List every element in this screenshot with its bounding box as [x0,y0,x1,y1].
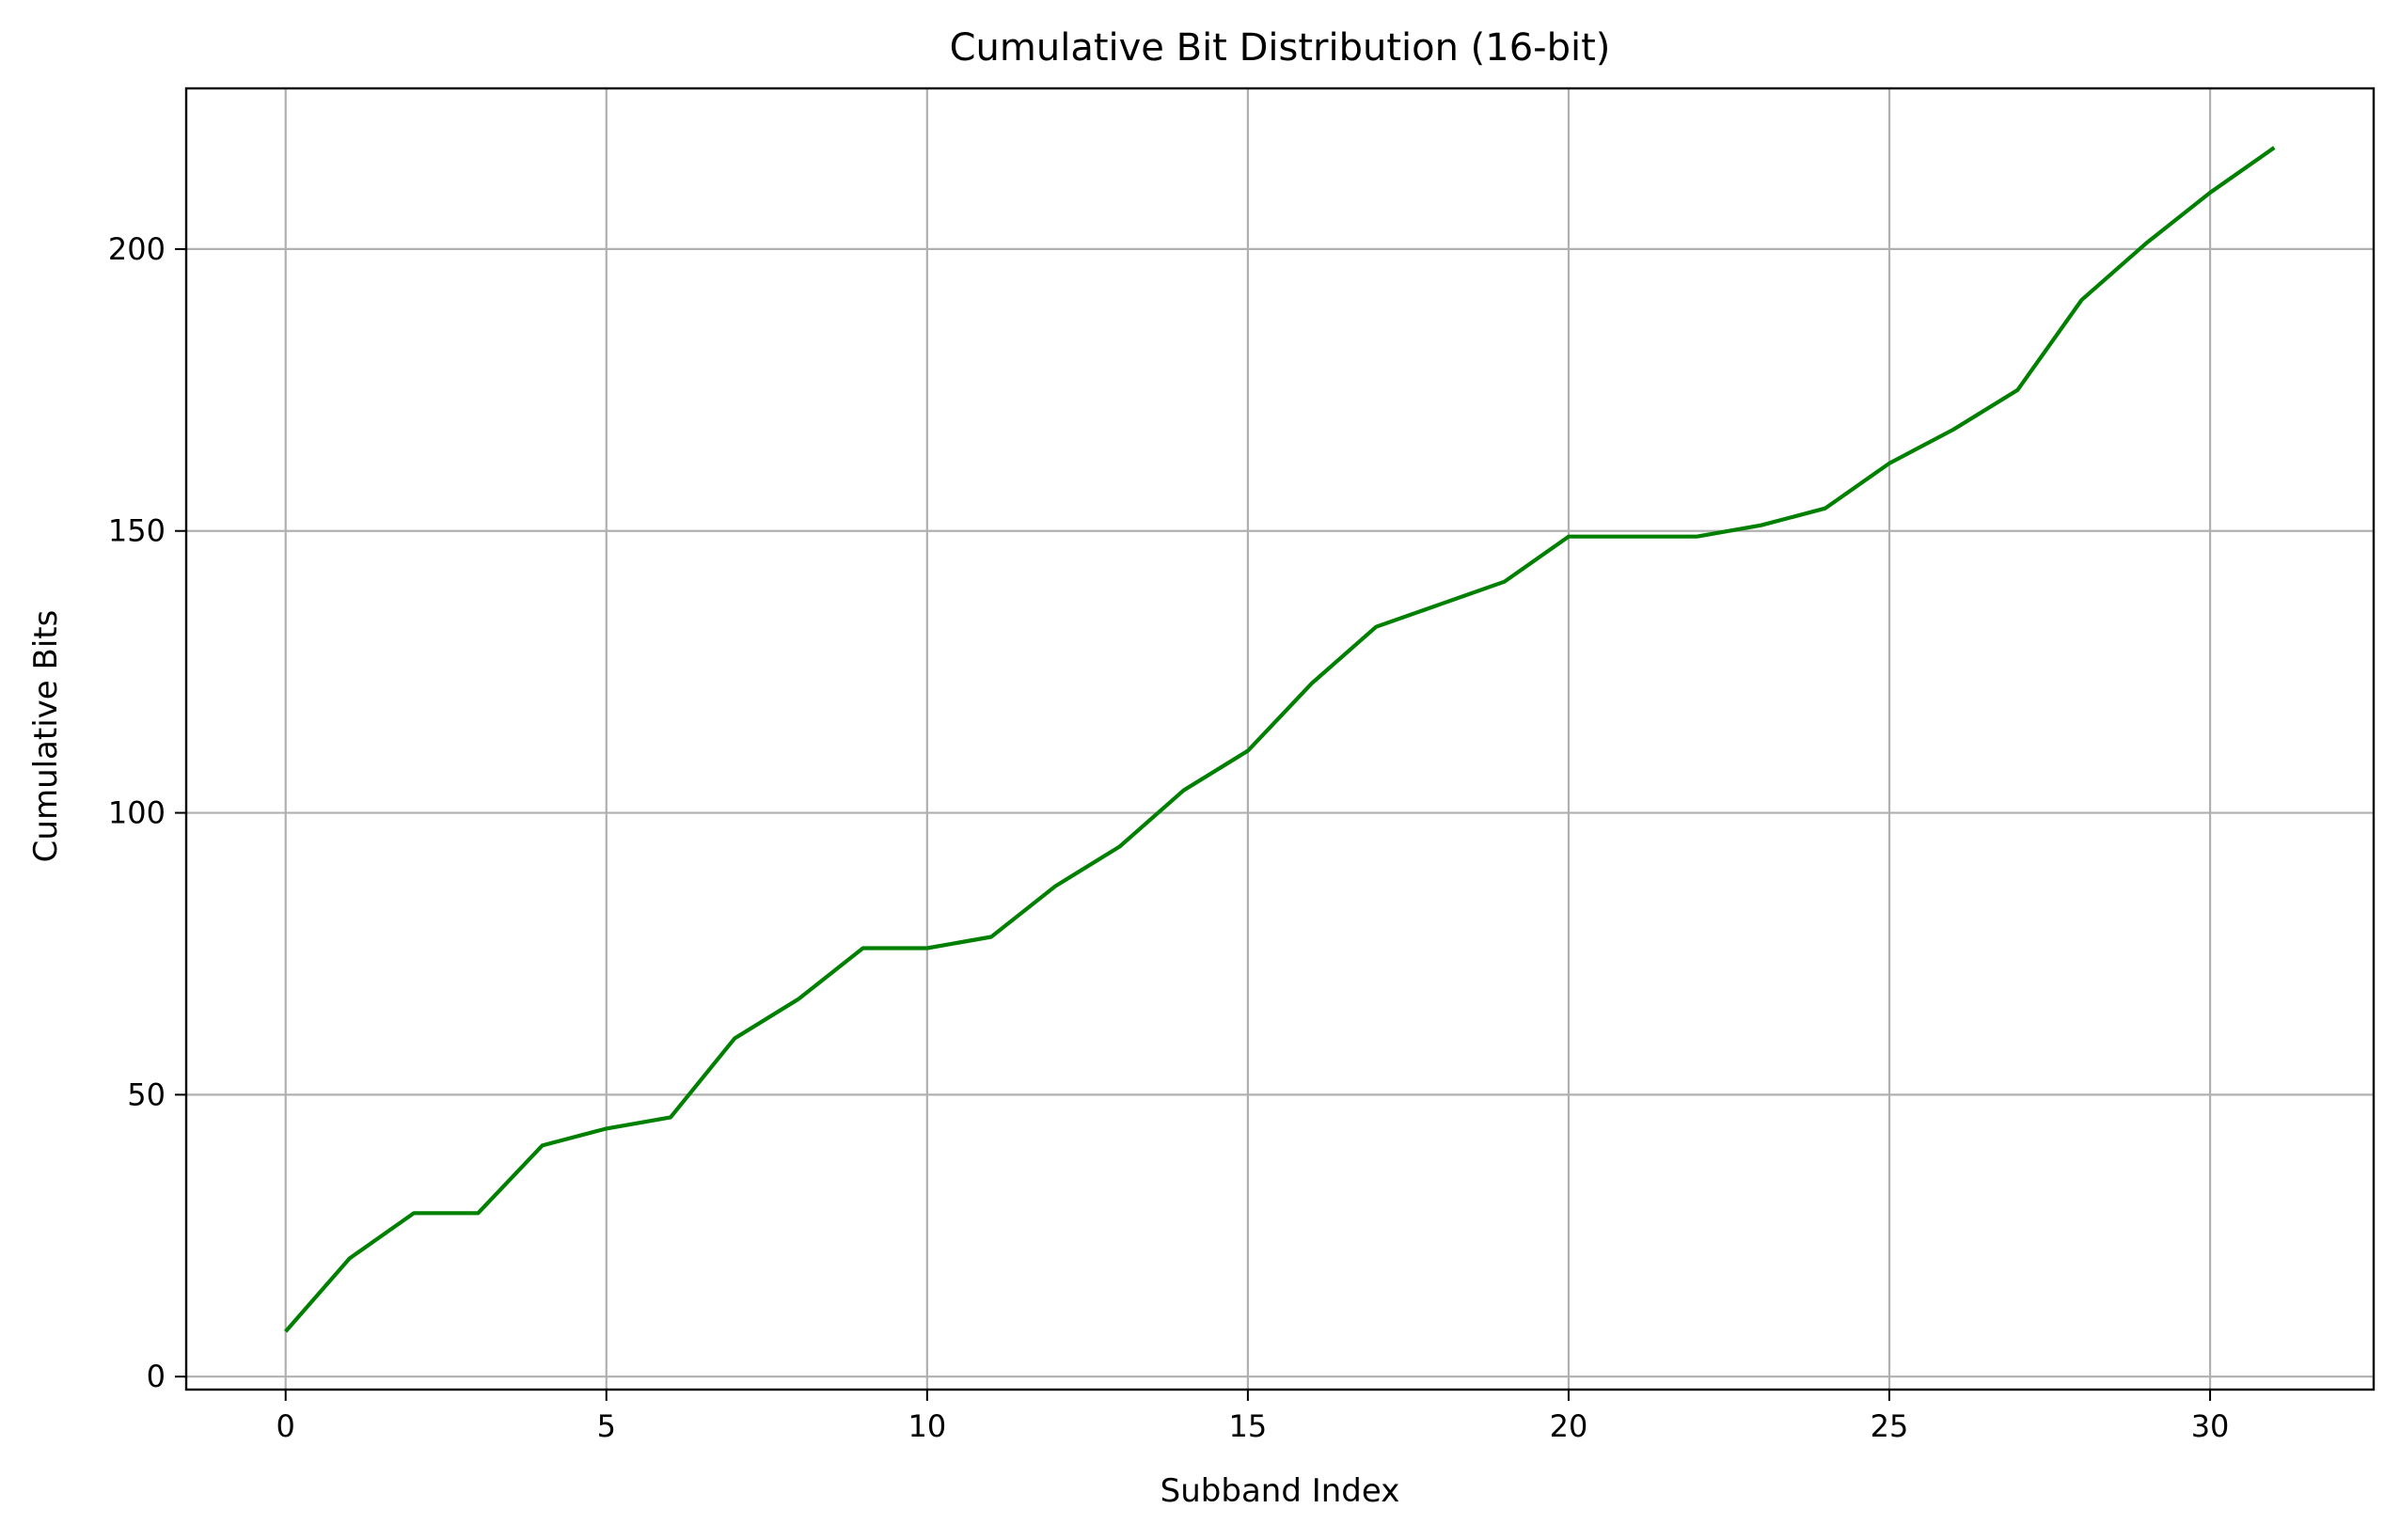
plot-frame [184,86,2376,1391]
x-tick-label: 20 [1550,1408,1588,1444]
y-tick-label: 150 [108,513,166,549]
x-tick-label: 15 [1229,1408,1268,1444]
x-axis: 0 5 10 15 20 25 30 [276,1390,2230,1444]
chart-title: Cumulative Bit Distribution (16-bit) [950,26,1611,70]
y-axis-label: Cumulative Bits [27,610,65,863]
y-tick-label: 0 [147,1359,166,1394]
x-tick-label: 25 [1871,1408,1909,1444]
x-tick-label: 0 [276,1408,295,1444]
y-tick-label: 100 [108,795,166,831]
y-tick-label: 200 [108,231,166,267]
series-layer [284,146,2276,1333]
x-tick-label: 5 [597,1408,616,1444]
x-tick-label: 10 [908,1408,946,1444]
y-axis: 0 50 100 150 200 [108,231,186,1394]
x-axis-label: Subband Index [1161,1472,1400,1510]
x-tick-label: 30 [2191,1408,2230,1444]
series-line [284,146,2276,1333]
y-tick-label: 50 [127,1076,166,1112]
grid [186,88,2374,1390]
